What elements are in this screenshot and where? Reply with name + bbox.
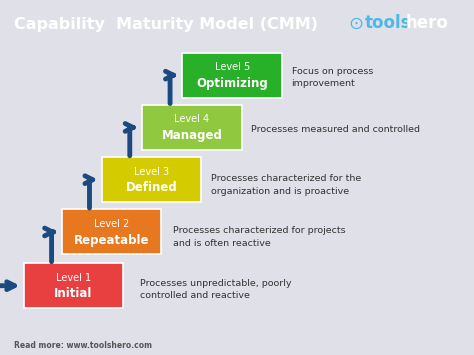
- FancyBboxPatch shape: [142, 105, 242, 150]
- Text: Processes measured and controlled: Processes measured and controlled: [251, 125, 420, 134]
- Text: Level 5: Level 5: [215, 62, 250, 72]
- Text: Repeatable: Repeatable: [73, 234, 149, 247]
- Text: Level 1: Level 1: [56, 273, 91, 283]
- Text: Level 3: Level 3: [134, 166, 169, 176]
- Text: Processes characterized for the
organization and is proactive: Processes characterized for the organiza…: [211, 174, 361, 196]
- Text: Processes unpredictable, poorly
controlled and reactive: Processes unpredictable, poorly controll…: [140, 279, 292, 300]
- Text: Defined: Defined: [126, 181, 178, 194]
- Text: Level 2: Level 2: [94, 219, 129, 229]
- Text: hero: hero: [405, 15, 448, 32]
- Text: Focus on process
improvement: Focus on process improvement: [292, 67, 373, 88]
- Text: Managed: Managed: [162, 129, 222, 142]
- Text: ⊙: ⊙: [348, 15, 364, 32]
- Text: Optimizing: Optimizing: [196, 77, 268, 90]
- FancyBboxPatch shape: [102, 157, 201, 202]
- FancyBboxPatch shape: [24, 263, 123, 308]
- FancyBboxPatch shape: [182, 53, 282, 98]
- Text: tools: tools: [365, 15, 411, 32]
- Text: Initial: Initial: [55, 287, 92, 300]
- Text: Read more: www.toolshero.com: Read more: www.toolshero.com: [14, 341, 152, 350]
- Text: Capability  Maturity Model (CMM): Capability Maturity Model (CMM): [14, 17, 318, 32]
- Text: Level 4: Level 4: [174, 114, 210, 124]
- Text: Processes characterized for projects
and is often reactive: Processes characterized for projects and…: [173, 226, 346, 248]
- FancyBboxPatch shape: [62, 209, 161, 255]
